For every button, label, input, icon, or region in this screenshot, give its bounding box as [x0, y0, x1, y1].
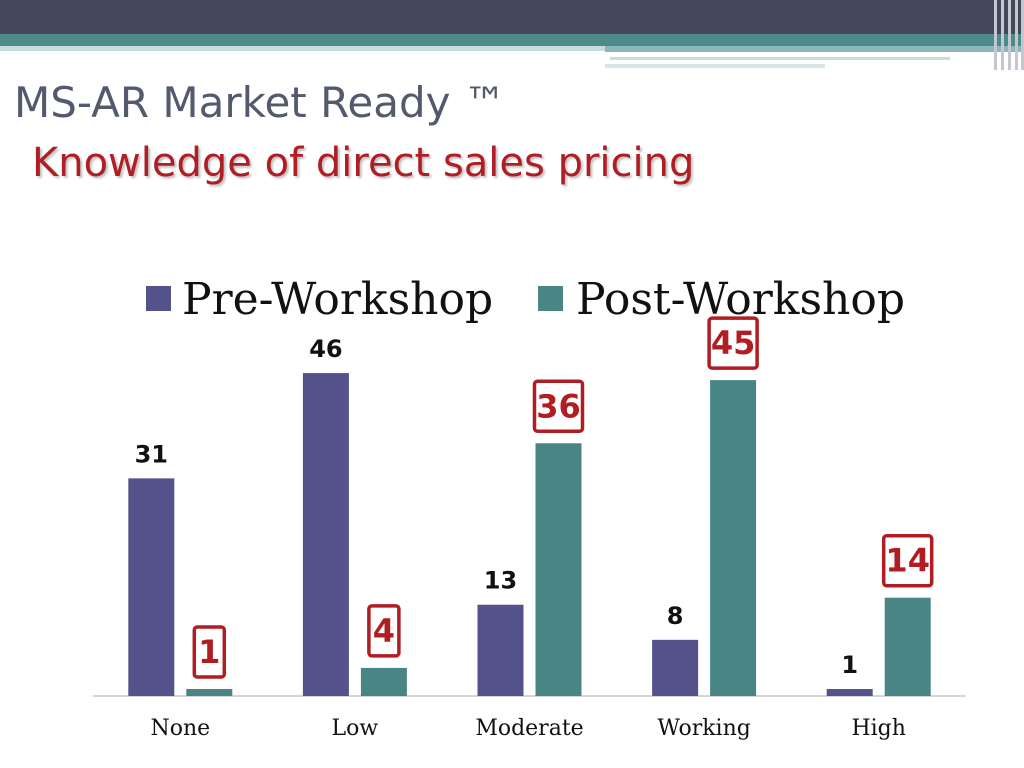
bar-post-moderate	[535, 443, 582, 696]
header-band-dark	[0, 0, 1024, 34]
bar-pre-none	[128, 478, 175, 696]
highlight-box	[532, 379, 585, 434]
bar-post-none	[186, 688, 233, 696]
x-tick-label: Moderate	[475, 716, 583, 741]
bar-pre-high	[826, 688, 873, 696]
slide-title: MS-AR Market Ready ™	[14, 78, 506, 127]
data-label-post: 14	[885, 542, 930, 580]
x-tick-label: None	[150, 716, 210, 741]
legend-swatch-post	[538, 286, 563, 311]
header-line-short	[605, 64, 825, 68]
data-label-post: 36	[536, 387, 581, 425]
bar-post-high	[884, 597, 931, 696]
header-stripes	[992, 0, 1024, 70]
data-label-pre: 31	[135, 440, 168, 468]
highlight-box	[192, 625, 227, 679]
header-band-teal	[0, 34, 1024, 46]
data-label-pre: 8	[667, 602, 684, 630]
bar-pre-working	[652, 639, 699, 696]
highlight-box	[881, 533, 934, 588]
header-band-light	[0, 46, 605, 51]
bar-pre-moderate	[477, 604, 524, 696]
slide-subtitle: Knowledge of direct sales pricing	[32, 140, 695, 186]
data-label-pre: 1	[841, 651, 858, 679]
x-tick-label: Working	[657, 716, 751, 741]
x-tick-label: High	[851, 716, 905, 741]
data-label-post: 4	[373, 612, 395, 650]
data-label-pre: 46	[309, 335, 342, 363]
bar-post-low	[360, 667, 407, 696]
bar-post-working	[710, 380, 757, 696]
x-tick-label: Low	[332, 716, 379, 741]
header-line	[610, 57, 950, 60]
bar-pre-low	[302, 373, 349, 696]
data-label-pre: 13	[484, 567, 517, 595]
header-band-accent	[605, 46, 1024, 52]
legend-swatch-pre	[146, 286, 171, 311]
highlight-box	[367, 604, 401, 658]
legend-label-pre: Pre-Workshop	[182, 274, 493, 325]
data-label-post: 1	[198, 633, 220, 671]
highlight-box	[707, 316, 759, 370]
data-label-post: 45	[711, 324, 756, 362]
